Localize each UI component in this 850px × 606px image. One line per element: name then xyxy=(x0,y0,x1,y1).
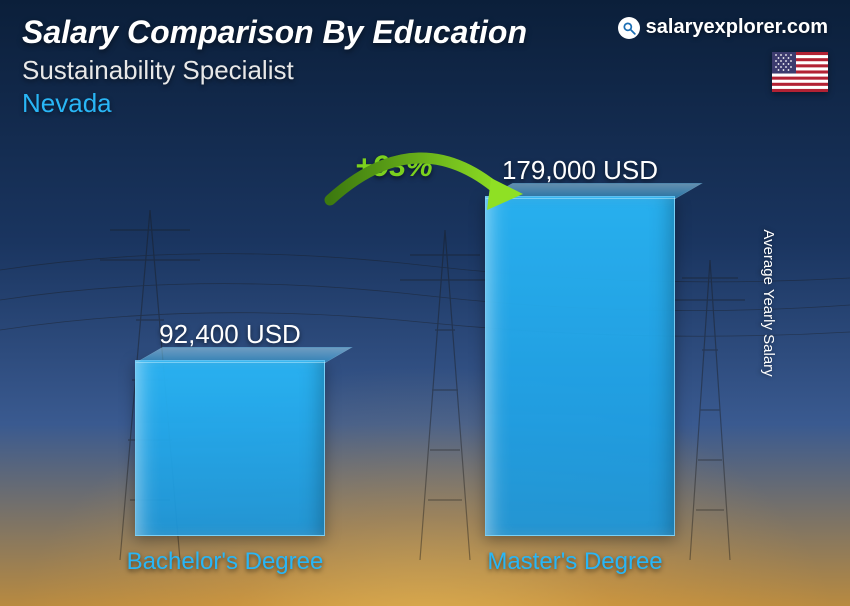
bar-value: 92,400 USD xyxy=(159,319,301,350)
bar-masters: 179,000 USD xyxy=(480,155,680,536)
search-icon xyxy=(618,17,640,39)
container: Salary Comparison By Education Sustainab… xyxy=(0,0,850,606)
bar-label: Master's Degree xyxy=(445,548,705,576)
bar-bachelors: 92,400 USD xyxy=(130,319,330,536)
bar-rect xyxy=(135,360,325,536)
brand-text: salaryexplorer.com xyxy=(646,16,828,39)
bar-label: Bachelor's Degree xyxy=(95,548,355,576)
bar-rect xyxy=(485,196,675,536)
job-title: Sustainability Specialist xyxy=(22,55,828,86)
delta-percent: +93% xyxy=(355,150,433,184)
flag-us-icon xyxy=(772,52,828,92)
brand: salaryexplorer.com xyxy=(618,16,828,39)
bar-value: 179,000 USD xyxy=(502,155,658,186)
location: Nevada xyxy=(22,88,828,119)
chart-area: 92,400 USD Bachelor's Degree 179,000 USD… xyxy=(60,150,770,576)
